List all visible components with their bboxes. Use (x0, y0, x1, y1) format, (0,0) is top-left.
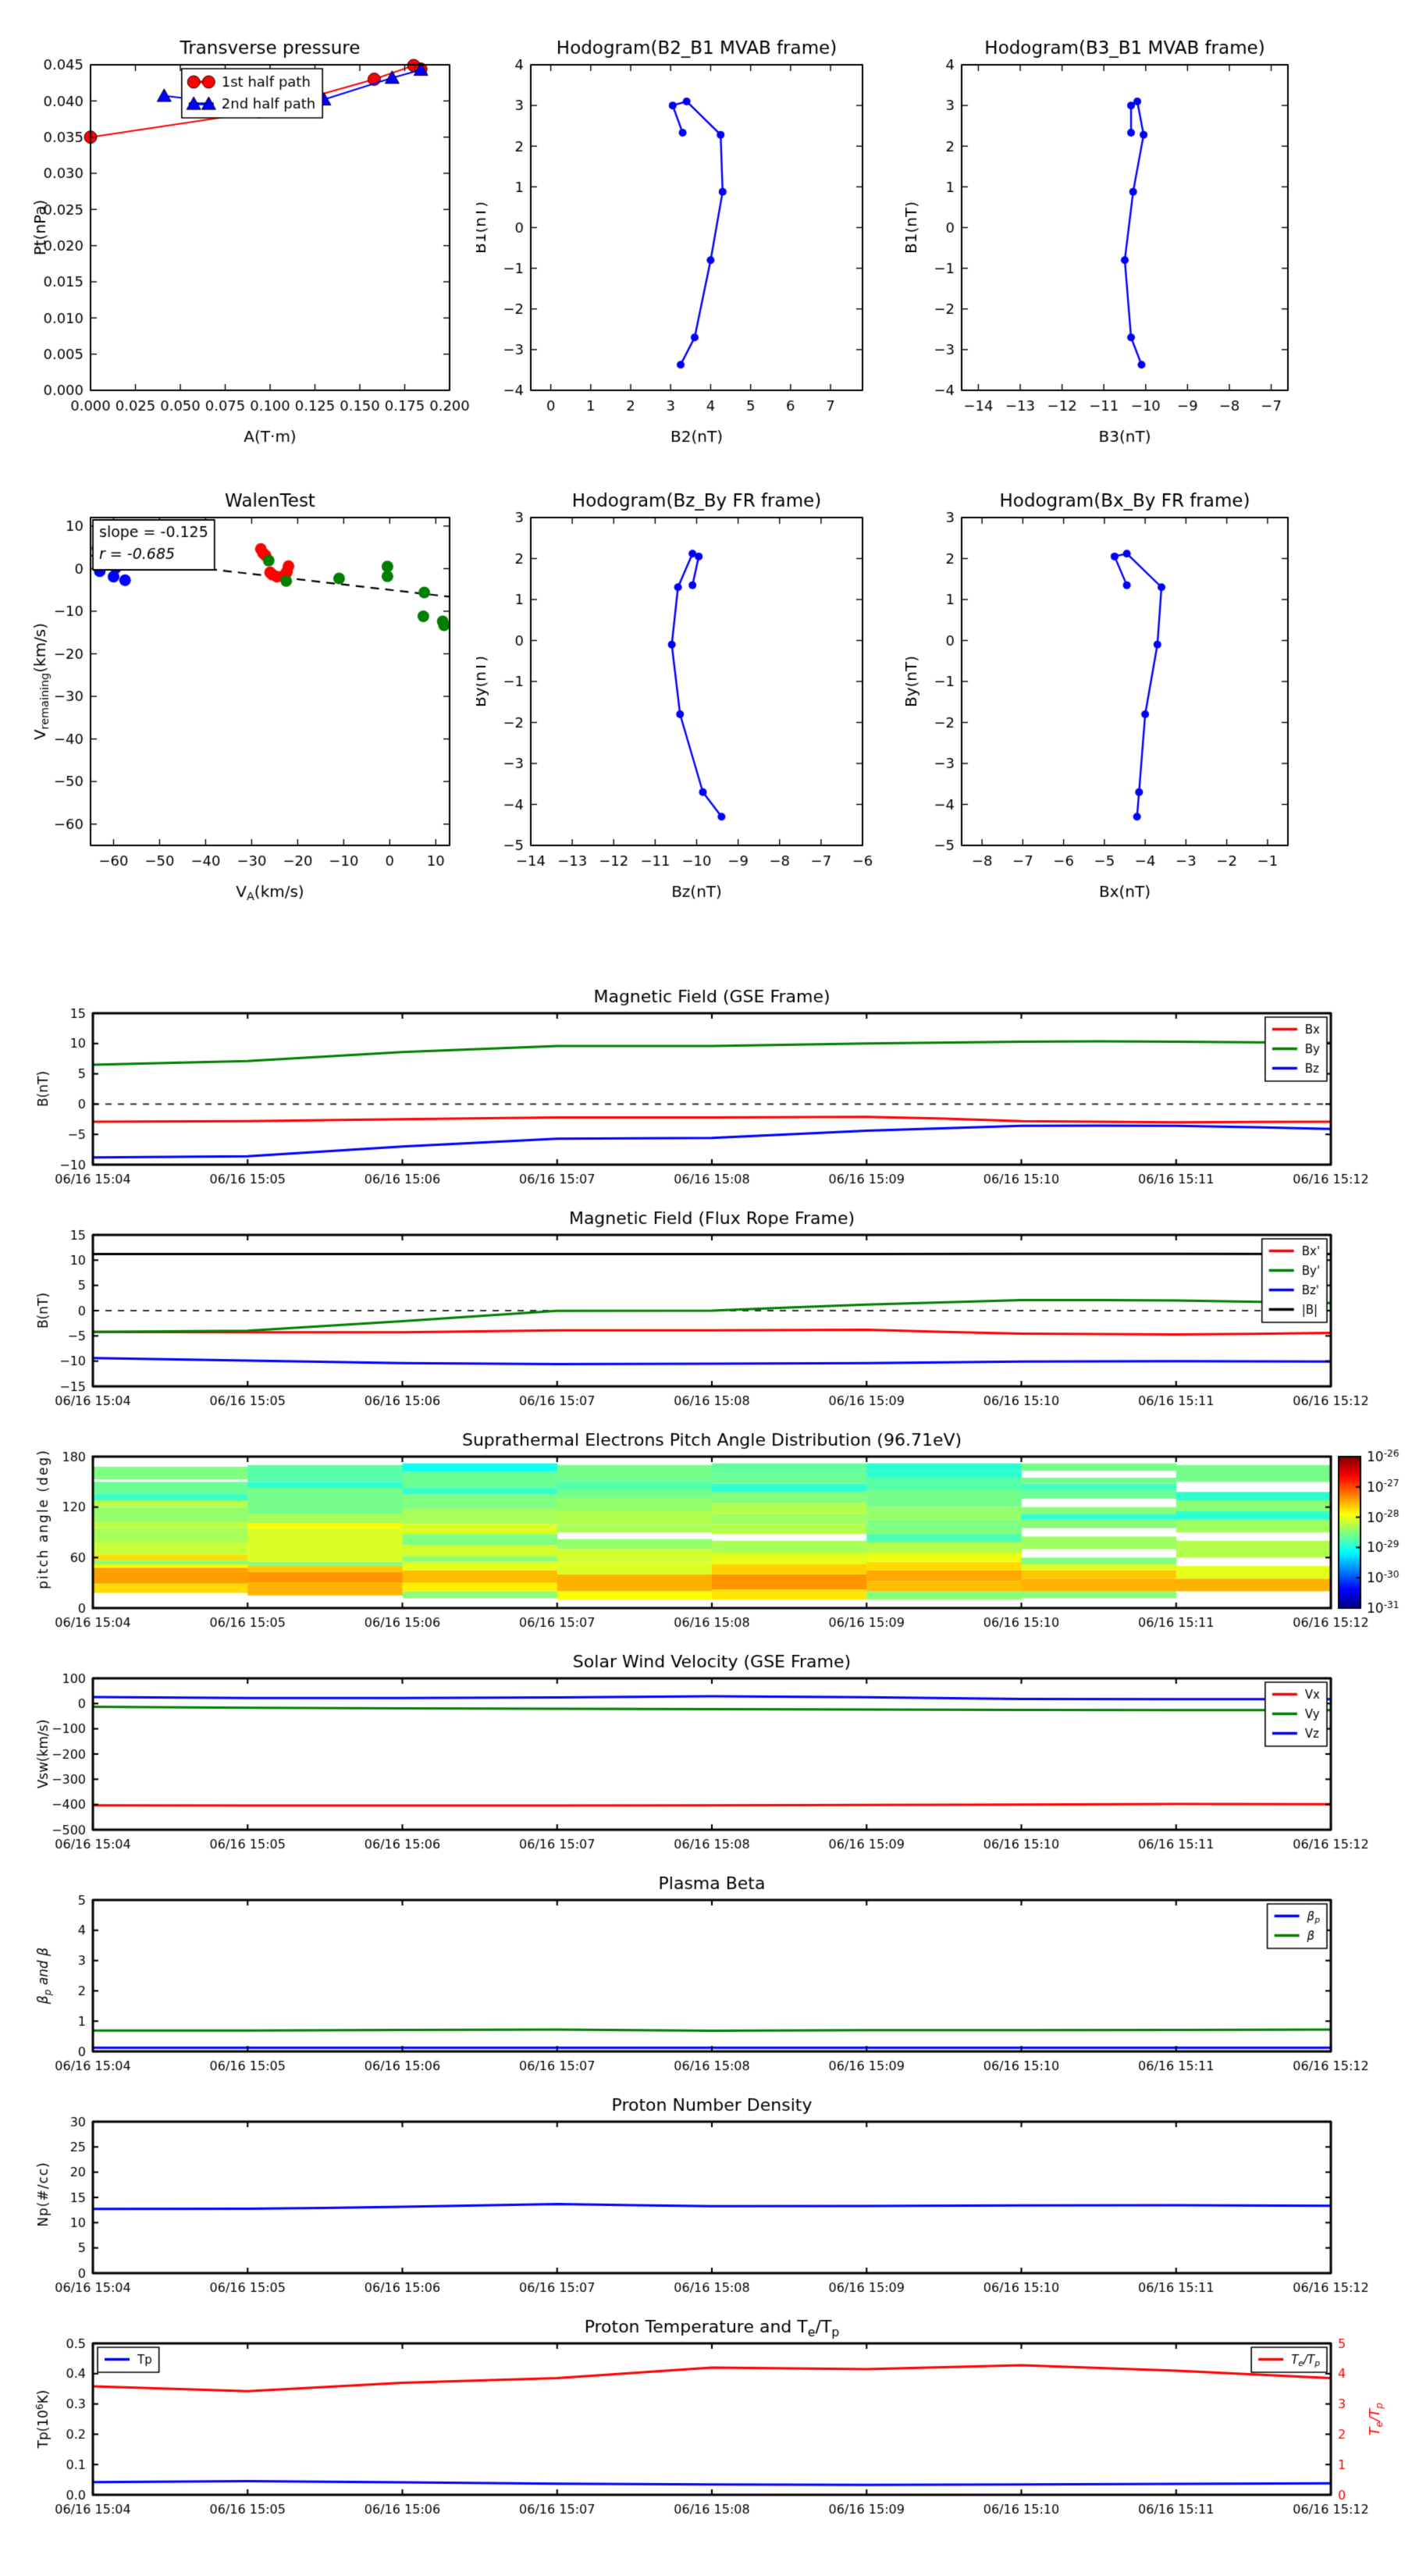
solar-wind-velocity-chart (0, 1633, 1405, 1855)
transverse-pressure-chart (16, 20, 484, 461)
plasma-beta-chart (0, 1855, 1405, 2076)
magnetic-field-gse-chart (0, 968, 1405, 1190)
proton-temperature-chart (0, 2298, 1405, 2556)
proton-density-chart (0, 2076, 1405, 2298)
magnetic-field-flux-rope-chart (0, 1190, 1405, 1411)
hodogram-bzby-chart (476, 475, 905, 923)
hodogram-b2b1-chart (476, 20, 905, 461)
hodogram-bxby-chart (905, 475, 1374, 923)
electron-pitch-angle-heatmap (0, 1411, 1405, 1633)
walen-test-chart (16, 475, 484, 923)
hodogram-b3b1-chart (905, 20, 1374, 461)
